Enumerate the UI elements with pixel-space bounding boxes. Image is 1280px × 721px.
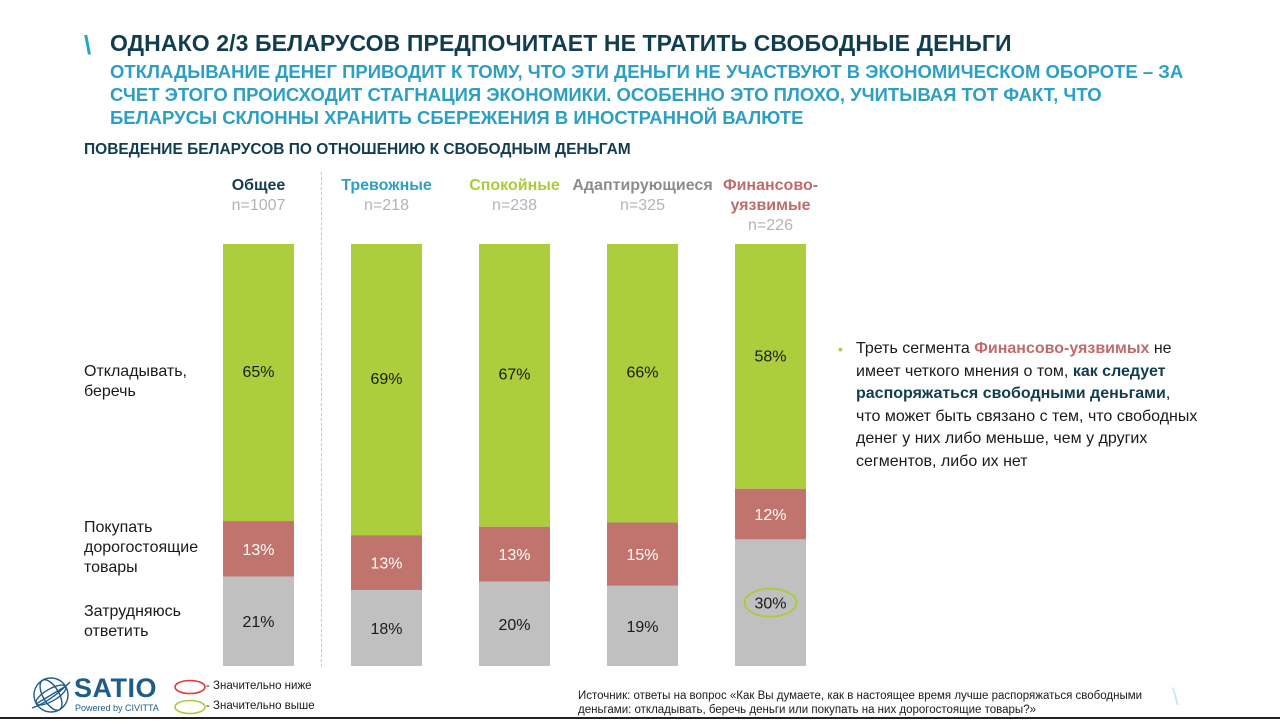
data-label: 20%	[498, 617, 530, 634]
page-title: ОДНАКО 2/3 БЕЛАРУСОВ ПРЕДПОЧИТАЕТ НЕ ТРА…	[110, 30, 1012, 56]
bar-segment	[607, 522, 678, 586]
segment-sample-size: n=218	[364, 197, 409, 214]
data-label: 69%	[370, 371, 402, 388]
bar-segment	[735, 244, 806, 489]
data-label: 58%	[754, 348, 786, 365]
bar-segment	[735, 488, 806, 540]
data-label: 19%	[626, 619, 658, 636]
data-label: 30%	[754, 596, 786, 613]
bar-segment	[223, 576, 294, 666]
bar-segment	[351, 244, 422, 536]
legend-higher-label: - Значительно выше	[206, 700, 315, 712]
legend-circles	[174, 679, 206, 715]
legend-higher-circle-icon	[174, 699, 206, 715]
data-label: 65%	[242, 364, 274, 381]
row-label-save: Откладывать, беречь	[84, 363, 187, 400]
data-label: 67%	[498, 367, 530, 384]
segment-sample-size: n=1007	[231, 197, 286, 214]
globe-logo-icon	[31, 677, 71, 713]
page-subtitle: ОТКЛАДЫВАНИЕ ДЕНЕГ ПРИВОДИТ К ТОМУ, ЧТО …	[110, 61, 1184, 128]
note-text: Треть сегмента Финансово-уязвимых не име…	[838, 338, 1198, 473]
row-label-hard-to-say: Затрудняюсь ответить	[84, 603, 181, 640]
bar-segment	[607, 585, 678, 666]
segment-sample-size: n=325	[620, 197, 665, 214]
logo-subtitle: Powered by CIVITTA	[75, 703, 159, 713]
data-label: 12%	[754, 507, 786, 524]
bar-segment	[223, 521, 294, 577]
bar-segment	[479, 244, 550, 527]
segment-header: Тревожные n=218	[307, 176, 467, 216]
bar-segment	[351, 590, 422, 666]
data-label: 13%	[370, 556, 402, 573]
bar-segment	[223, 244, 294, 522]
segment-name: Общее	[231, 177, 286, 194]
data-label: 66%	[626, 365, 658, 382]
corner-slash-icon: \	[1172, 684, 1179, 711]
data-label: 13%	[498, 547, 530, 564]
segment-sample-size: n=226	[748, 217, 793, 234]
bullet-icon: •	[838, 341, 843, 357]
segment-name: Спокойные	[469, 177, 560, 194]
segment-name: Финансово-уязвимые	[722, 177, 819, 214]
bottom-rule	[0, 717, 1280, 719]
segment-name: Адаптирующиеся	[572, 177, 713, 194]
bar-segment	[479, 526, 550, 582]
segment-name: Тревожные	[341, 177, 432, 194]
bar-segment	[607, 244, 678, 523]
note-highlight-question: как следует распоряжаться свободными ден…	[856, 362, 1166, 403]
data-label: 21%	[242, 614, 274, 631]
data-label: 15%	[626, 547, 658, 564]
bar-segment	[351, 535, 422, 591]
logo-name: SATIO	[74, 673, 157, 703]
segment-header: Адаптирующиеся n=325	[563, 176, 723, 216]
data-label: 18%	[370, 621, 402, 638]
note-highlight-segment: Финансово-уязвимых	[974, 340, 1150, 357]
row-label-buy: Покупать дорогостоящие товары	[84, 519, 199, 576]
data-label: 13%	[242, 542, 274, 559]
segment-header: Финансово-уязвимые n=226	[691, 176, 851, 236]
slash-icon: \	[84, 30, 92, 60]
note-part: , что может быть связано с тем, что своб…	[856, 385, 1198, 470]
segment-header: Спокойные n=238	[435, 176, 595, 216]
segment-header: Общее n=1007	[179, 176, 339, 216]
bar-segment	[735, 539, 806, 666]
chart-title: ПОВЕДЕНИЕ БЕЛАРУСОВ ПО ОТНОШЕНИЮ К СВОБО…	[84, 141, 631, 158]
dashed-divider	[321, 172, 322, 667]
significance-circle-icon	[743, 587, 798, 618]
insight-note: • Треть сегмента Финансово-уязвимых не и…	[838, 338, 1198, 473]
bar-segment	[479, 581, 550, 666]
legend-lower-circle-icon	[174, 679, 206, 695]
segment-sample-size: n=238	[492, 197, 537, 214]
note-part: не имеет четкого мнения о том,	[856, 340, 1172, 380]
note-part: Треть сегмента	[856, 340, 975, 357]
legend-lower-label: - Значительно ниже	[206, 680, 312, 692]
source-note: Источник: ответы на вопрос «Как Вы думае…	[578, 690, 1143, 716]
